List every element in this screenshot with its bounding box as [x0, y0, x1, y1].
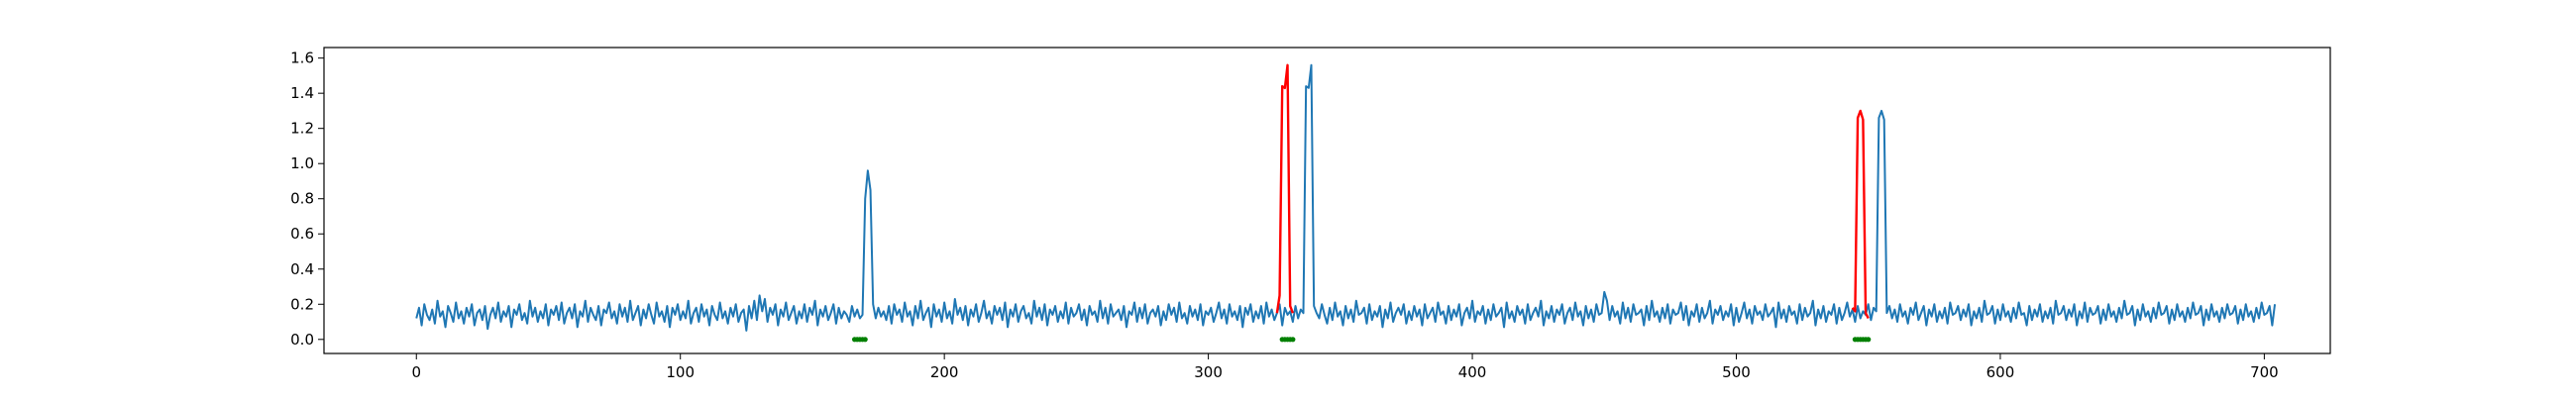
x-axis: 0 100 200 300 400 500 600 700 [411, 353, 2279, 381]
y-tick-label: 1.0 [290, 154, 314, 172]
y-tick-label: 0.2 [290, 295, 314, 313]
anomaly-marker [862, 337, 868, 343]
x-tick-label: 0 [411, 363, 421, 381]
anomaly-marker [1290, 337, 1296, 343]
x-tick-label: 100 [666, 363, 695, 381]
x-tick-label: 500 [1722, 363, 1751, 381]
plot-area [415, 63, 2277, 343]
anomaly-line-2 [1851, 109, 1870, 320]
x-tick-label: 200 [930, 363, 959, 381]
y-tick-label: 1.2 [290, 120, 314, 138]
x-tick-label: 700 [2250, 363, 2279, 381]
y-tick-label: 1.6 [290, 50, 314, 67]
y-tick-label: 0.8 [290, 190, 314, 208]
anomaly-line-1 [1275, 63, 1294, 314]
y-axis: 0.0 0.2 0.4 0.6 0.8 1.0 1.2 1.4 1.6 [290, 50, 324, 349]
y-tick-label: 1.4 [290, 84, 314, 102]
plot-frame [323, 47, 2331, 354]
x-tick-label: 400 [1458, 363, 1487, 381]
x-tick-label: 600 [1986, 363, 2015, 381]
anomaly-marker [1866, 337, 1872, 343]
series-group [415, 63, 2277, 343]
y-tick-label: 0.6 [290, 225, 314, 243]
y-tick-label: 0.4 [290, 260, 314, 278]
signal-line [415, 63, 2277, 332]
y-tick-label: 0.0 [290, 331, 314, 349]
x-tick-label: 300 [1194, 363, 1223, 381]
